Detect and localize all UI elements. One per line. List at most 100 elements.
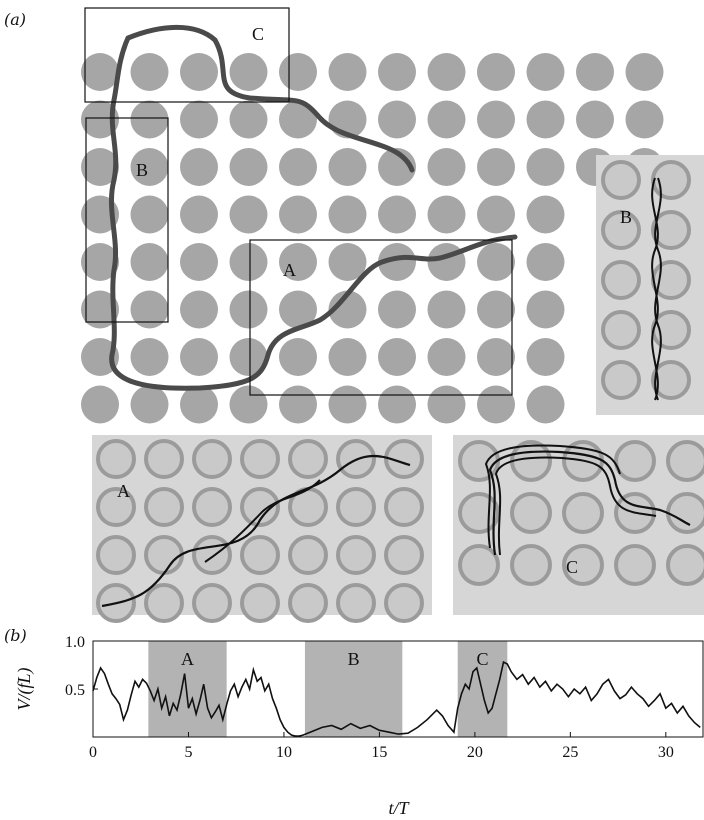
pillar bbox=[477, 290, 515, 329]
pillar bbox=[279, 148, 317, 186]
photo-pillar bbox=[510, 492, 552, 534]
photo-pillar bbox=[666, 440, 704, 482]
panel-a-label: (a) bbox=[4, 10, 27, 29]
photo-pillar bbox=[384, 535, 424, 575]
pillar bbox=[328, 290, 367, 329]
pillar bbox=[378, 290, 416, 329]
photo-pillar bbox=[240, 487, 280, 527]
pillar bbox=[328, 53, 367, 91]
pillar bbox=[279, 338, 317, 376]
pillar bbox=[625, 100, 664, 139]
y-tick-label: 0.5 bbox=[65, 682, 85, 699]
pillar bbox=[526, 53, 565, 91]
pillar bbox=[81, 100, 119, 139]
pillar bbox=[279, 243, 317, 281]
inset-photo-b: B bbox=[596, 155, 704, 415]
pillar bbox=[427, 290, 466, 329]
pillar bbox=[427, 53, 466, 91]
x-tick-label: 20 bbox=[467, 744, 483, 761]
pillar bbox=[229, 243, 268, 281]
region-box-a bbox=[249, 239, 513, 396]
pillar bbox=[328, 243, 367, 281]
pillar bbox=[477, 53, 515, 91]
inset-photo-a: A bbox=[92, 435, 432, 623]
shaded-region-labels: A B C bbox=[181, 649, 489, 669]
y-axis-ticks: 0.5 1.0 bbox=[65, 634, 98, 699]
photo-pillar bbox=[192, 439, 232, 479]
pillar bbox=[81, 148, 119, 186]
pillar bbox=[130, 148, 169, 186]
series-line-velocity bbox=[92, 660, 701, 737]
pillar bbox=[576, 100, 614, 139]
photo-pillar bbox=[384, 487, 424, 527]
photo-pillar bbox=[96, 487, 136, 527]
pillar bbox=[477, 148, 515, 186]
pillar bbox=[130, 53, 169, 91]
pillar bbox=[526, 243, 565, 281]
shaded-region-label-a: A bbox=[181, 649, 194, 669]
pillar bbox=[625, 53, 664, 91]
pillar bbox=[180, 195, 218, 234]
photo-pillar bbox=[336, 487, 376, 527]
x-tick-label: 30 bbox=[658, 744, 674, 761]
x-tick-label: 15 bbox=[371, 744, 387, 761]
photo-pillar bbox=[240, 535, 280, 575]
pillar bbox=[180, 148, 218, 186]
panel-b-label: (b) bbox=[4, 626, 27, 645]
x-tick-label: 10 bbox=[276, 744, 292, 761]
photo-pillar bbox=[601, 260, 641, 300]
pillar bbox=[81, 53, 119, 91]
photo-pillar bbox=[336, 583, 376, 623]
pillar bbox=[328, 195, 367, 234]
pillar-grid bbox=[81, 53, 664, 424]
region-label-b: B bbox=[136, 160, 148, 180]
pillar bbox=[229, 53, 268, 91]
pillar bbox=[576, 53, 614, 91]
photo-pillar bbox=[288, 535, 328, 575]
photo-pillar bbox=[601, 210, 641, 250]
pillar bbox=[427, 338, 466, 376]
region-label-a: A bbox=[283, 260, 296, 280]
photo-pillar bbox=[614, 440, 656, 482]
pillar bbox=[378, 100, 416, 139]
pillar bbox=[328, 148, 367, 186]
photo-pillar bbox=[562, 544, 604, 586]
pillar bbox=[477, 195, 515, 234]
pillar bbox=[229, 195, 268, 234]
photo-pillar bbox=[384, 439, 424, 479]
photo-pillar bbox=[144, 487, 184, 527]
pillar bbox=[81, 290, 119, 329]
photo-pillar bbox=[192, 487, 232, 527]
photo-pillar bbox=[96, 439, 136, 479]
pillar bbox=[130, 290, 169, 329]
pillar bbox=[477, 338, 515, 376]
inset-label-a: A bbox=[117, 481, 130, 501]
photo-pillar bbox=[614, 544, 656, 586]
pillar bbox=[130, 100, 169, 139]
x-tick-label: 25 bbox=[562, 744, 578, 761]
pillar bbox=[180, 243, 218, 281]
region-box-b bbox=[85, 117, 169, 323]
shaded-region-a bbox=[148, 641, 227, 737]
inset-label-b: B bbox=[620, 207, 632, 227]
photo-pillar bbox=[336, 535, 376, 575]
pillar bbox=[229, 100, 268, 139]
pillar bbox=[378, 243, 416, 281]
photo-pillar bbox=[192, 583, 232, 623]
region-box-c bbox=[84, 7, 290, 103]
inset-label-c: C bbox=[566, 557, 578, 577]
photo-pillar bbox=[601, 360, 641, 400]
worm-trajectory bbox=[109, 24, 518, 391]
photo-pillar bbox=[562, 492, 604, 534]
pillar bbox=[427, 195, 466, 234]
pillar bbox=[81, 338, 119, 376]
y-axis-label: V/(fL) bbox=[14, 667, 35, 710]
photo-pillar bbox=[458, 544, 500, 586]
photo-pillar bbox=[601, 160, 641, 200]
y-tick-label: 1.0 bbox=[65, 634, 85, 651]
pillar bbox=[180, 385, 218, 424]
pillar bbox=[229, 148, 268, 186]
pillar bbox=[526, 385, 565, 424]
photo-pillar bbox=[651, 210, 691, 250]
